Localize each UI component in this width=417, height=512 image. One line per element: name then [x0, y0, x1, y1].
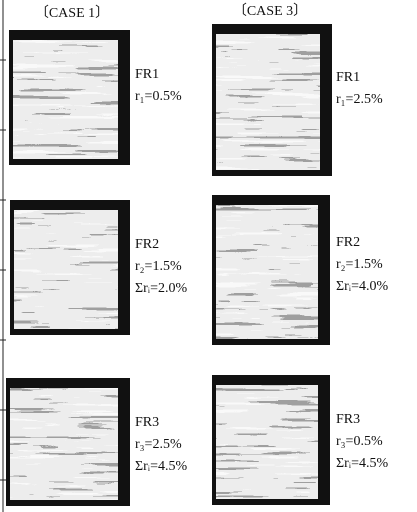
reduction-text: r₁=0.5%: [135, 89, 182, 104]
panel-label: FR3: [135, 415, 159, 430]
reduction-text: Σrᵢ=4.0%: [336, 279, 388, 294]
case-header: 〔CASE 3〕: [233, 3, 307, 19]
micrograph: [216, 385, 318, 499]
page: 〔CASE 1〕 FR1 r₁=0.5% FR2 r₂=1.5% Σrᵢ=2.0% FR3 r…: [0, 0, 417, 512]
ruler: [0, 0, 6, 512]
reduction-text: r₃=0.5%: [336, 434, 383, 449]
micrograph: [216, 34, 320, 170]
micrograph: [14, 210, 118, 329]
reduction-text: Σrᵢ=4.5%: [336, 456, 388, 471]
reduction-text: r₃=2.5%: [135, 437, 182, 452]
panel-label: FR2: [135, 237, 159, 252]
panel-label: FR3: [336, 412, 360, 427]
panel-label: FR1: [135, 67, 159, 82]
micrograph: [10, 388, 118, 500]
reduction-text: Σrᵢ=2.0%: [135, 281, 187, 296]
panel-label: FR1: [336, 70, 360, 85]
case-header: 〔CASE 1〕: [35, 5, 109, 21]
panel-label: FR2: [336, 235, 360, 250]
micrograph: [13, 40, 118, 159]
reduction-text: r₁=2.5%: [336, 92, 383, 107]
micrograph: [216, 205, 318, 339]
figure: 〔CASE 1〕 FR1 r₁=0.5% FR2 r₂=1.5% Σrᵢ=2.0% FR3 r…: [0, 0, 417, 512]
reduction-text: r₂=1.5%: [135, 259, 182, 274]
reduction-text: r₂=1.5%: [336, 257, 383, 272]
reduction-text: Σrᵢ=4.5%: [135, 459, 187, 474]
